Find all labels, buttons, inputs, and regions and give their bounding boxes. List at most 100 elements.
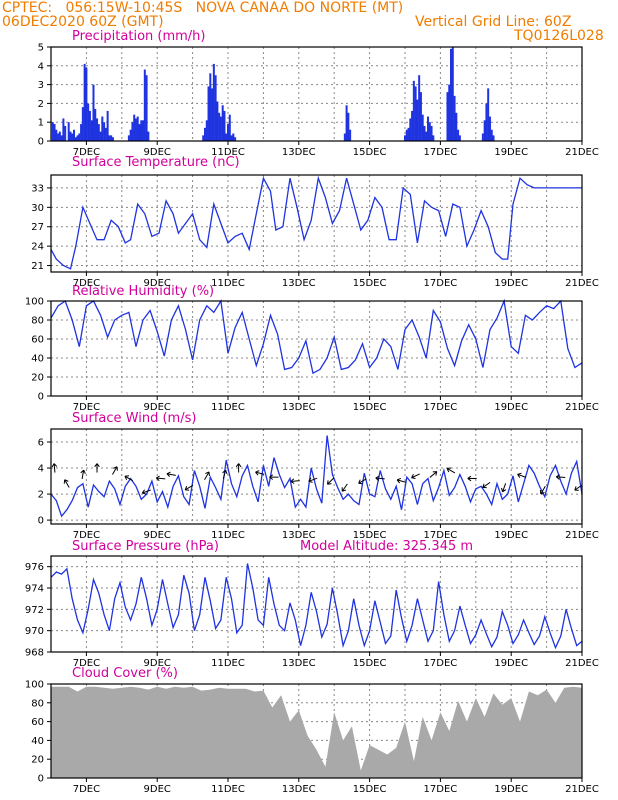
x-tick-label: 15DEC [353, 784, 387, 795]
wind-arrow-head [555, 476, 560, 480]
wind-arrow [502, 483, 507, 492]
series-line [50, 175, 582, 270]
wind-arrow-head [113, 466, 118, 469]
y-tick-label: 2 [38, 490, 44, 501]
wind-arrow-head [255, 470, 260, 473]
precip-bar [227, 124, 229, 141]
precip-bar [347, 112, 350, 141]
y-tick-label: 60 [31, 717, 44, 728]
wind-arrow [482, 481, 491, 488]
cloud-area [51, 686, 582, 778]
series-line [50, 435, 583, 518]
x-tick-label: 11DEC [211, 784, 245, 795]
precip-bar [71, 133, 74, 141]
panel-title-wind: Surface Wind (m/s) [72, 411, 197, 426]
y-tick-label: 968 [25, 648, 44, 659]
x-tick-label: 19DEC [494, 784, 528, 795]
wind-arrow-head [222, 469, 226, 474]
x-tick-label: 13DEC [282, 658, 316, 669]
panel-frame [50, 683, 583, 779]
precip-bar [143, 69, 146, 141]
wind-arrow [255, 471, 265, 475]
panel-title-temperature: Surface Temperature (nC) [72, 155, 240, 170]
y-tick-label: 4 [38, 61, 44, 72]
precip-bar [430, 125, 433, 141]
x-tick-label: 13DEC [282, 278, 316, 289]
wind-arrow [375, 477, 385, 480]
wind-arrow [429, 471, 438, 478]
precip-bar [414, 86, 417, 141]
wind-arrow [124, 475, 134, 482]
wind-arrow-head [124, 475, 128, 481]
x-tick-label: 17DEC [424, 147, 458, 158]
wind-arrow [540, 486, 546, 495]
y-tick-label: 6 [38, 438, 44, 449]
panel-title-pressure: Surface Pressure (hPa) [72, 539, 219, 554]
wind-arrow [411, 473, 420, 479]
precip-bar [421, 114, 424, 141]
precip-bar [90, 120, 93, 141]
wind-arrow [53, 463, 56, 473]
y-tick-label: 80 [31, 316, 44, 327]
wind-arrow-head [467, 475, 472, 479]
wind-arrow-head [53, 463, 58, 467]
y-tick-label: 0 [38, 516, 44, 527]
x-tick-label: 21DEC [565, 278, 599, 289]
precip-bar [85, 67, 88, 141]
y-tick-label: 970 [25, 626, 44, 637]
precip-bar [51, 122, 54, 141]
precip-bar [458, 135, 461, 141]
precip-bar [446, 92, 449, 141]
panel-frame [50, 428, 583, 525]
wind-arrow-head [326, 480, 329, 485]
x-tick-label: 9DEC [144, 784, 171, 795]
wind-arrow [156, 477, 166, 480]
x-tick-label: 11DEC [211, 147, 245, 158]
x-tick-label: 15DEC [353, 530, 387, 541]
x-tick-label: 7DEC [73, 402, 100, 413]
precip-bar [58, 131, 61, 141]
precip-bar [216, 101, 219, 141]
wind-arrow [517, 473, 527, 478]
model-altitude-annotation: Model Altitude: 325.345 m [300, 539, 474, 554]
precip-bar [83, 63, 86, 141]
precip-bar [407, 127, 410, 141]
y-tick-label: 4 [38, 464, 44, 475]
precip-bar [62, 118, 65, 141]
x-tick-label: 17DEC [424, 784, 458, 795]
wind-arrow [556, 476, 566, 479]
wind-arrow-head [517, 472, 522, 475]
y-tick-label: 30 [31, 203, 44, 214]
wind-arrow-head [556, 474, 560, 478]
x-tick-label: 7DEC [73, 658, 100, 669]
x-tick-label: 19DEC [494, 530, 528, 541]
y-tick-label: 60 [31, 335, 44, 346]
x-tick-label: 11DEC [211, 278, 245, 289]
precip-bar [223, 110, 226, 141]
y-tick-label: 20 [31, 755, 44, 766]
precip-bar [111, 137, 114, 141]
x-tick-label: 13DEC [282, 784, 316, 795]
x-tick-label: 21DEC [565, 530, 599, 541]
precip-bar [488, 116, 491, 141]
wind-arrow-head [155, 475, 160, 479]
precip-bar [94, 109, 97, 141]
wind-arrow-head [375, 475, 380, 479]
y-tick-label: 3 [38, 80, 44, 91]
wind-arrow-head [83, 469, 86, 474]
precip-bar [69, 131, 72, 141]
precip-bar [425, 131, 428, 141]
x-tick-label: 19DEC [494, 278, 528, 289]
wind-arrow-head [238, 463, 242, 468]
wind-arrow-head [166, 471, 171, 475]
precip-bar [205, 120, 208, 141]
x-tick-label: 21DEC [565, 402, 599, 413]
wind-arrow [290, 480, 300, 482]
wind-arrow [184, 484, 194, 491]
y-tick-label: 20 [31, 373, 44, 384]
precip-bar [455, 112, 458, 141]
wind-arrow-head [446, 468, 450, 473]
y-tick-label: 24 [31, 242, 44, 253]
precip-bar [411, 110, 414, 141]
wind-arrow [142, 489, 151, 494]
